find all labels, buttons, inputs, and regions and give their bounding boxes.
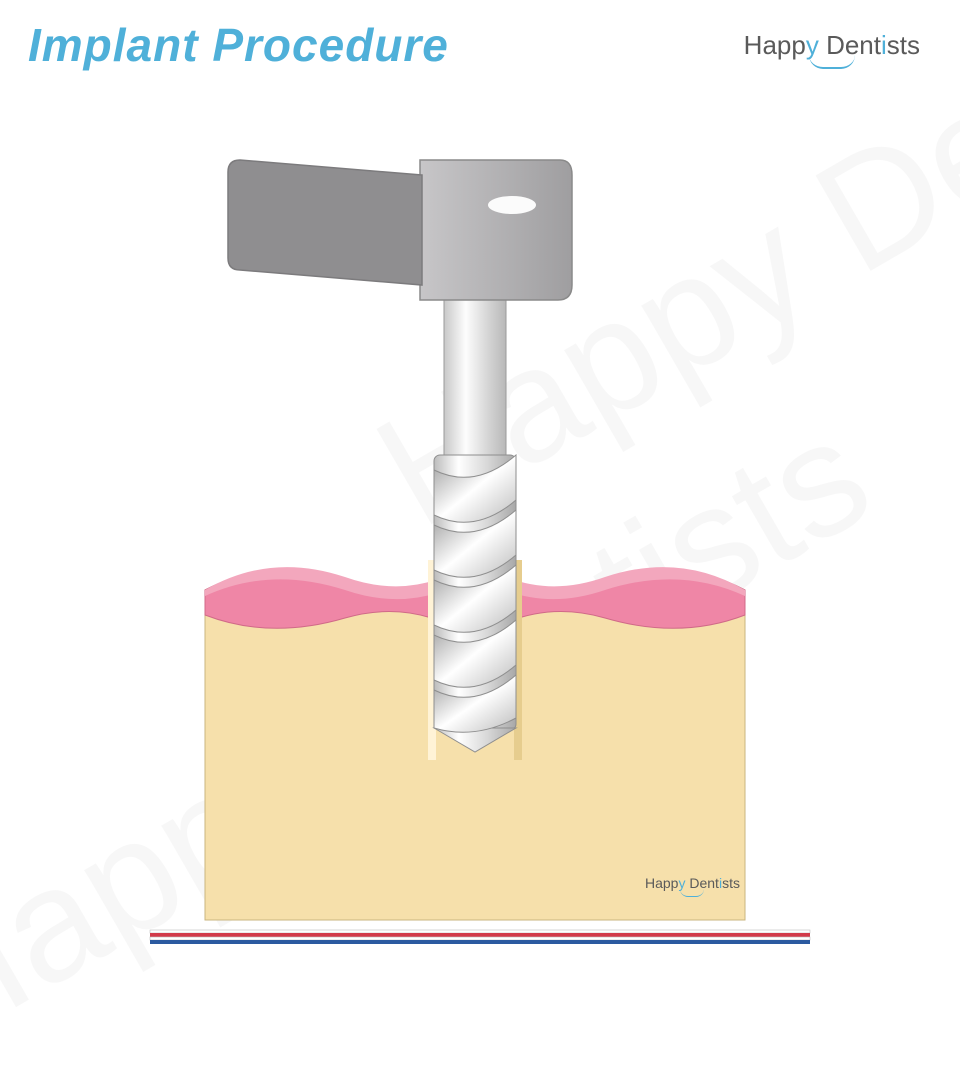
brand-logo-small: Happy Dentists bbox=[645, 875, 740, 897]
logo-small-sts: sts bbox=[722, 875, 740, 891]
implant-diagram bbox=[0, 0, 960, 960]
drill-head bbox=[228, 160, 572, 300]
drill-shaft bbox=[444, 290, 506, 460]
bottom-bars bbox=[150, 930, 810, 944]
logo-small-dent: Dent bbox=[689, 875, 719, 891]
drill-bit bbox=[434, 455, 516, 752]
logo-small-happ: Happ bbox=[645, 875, 678, 891]
